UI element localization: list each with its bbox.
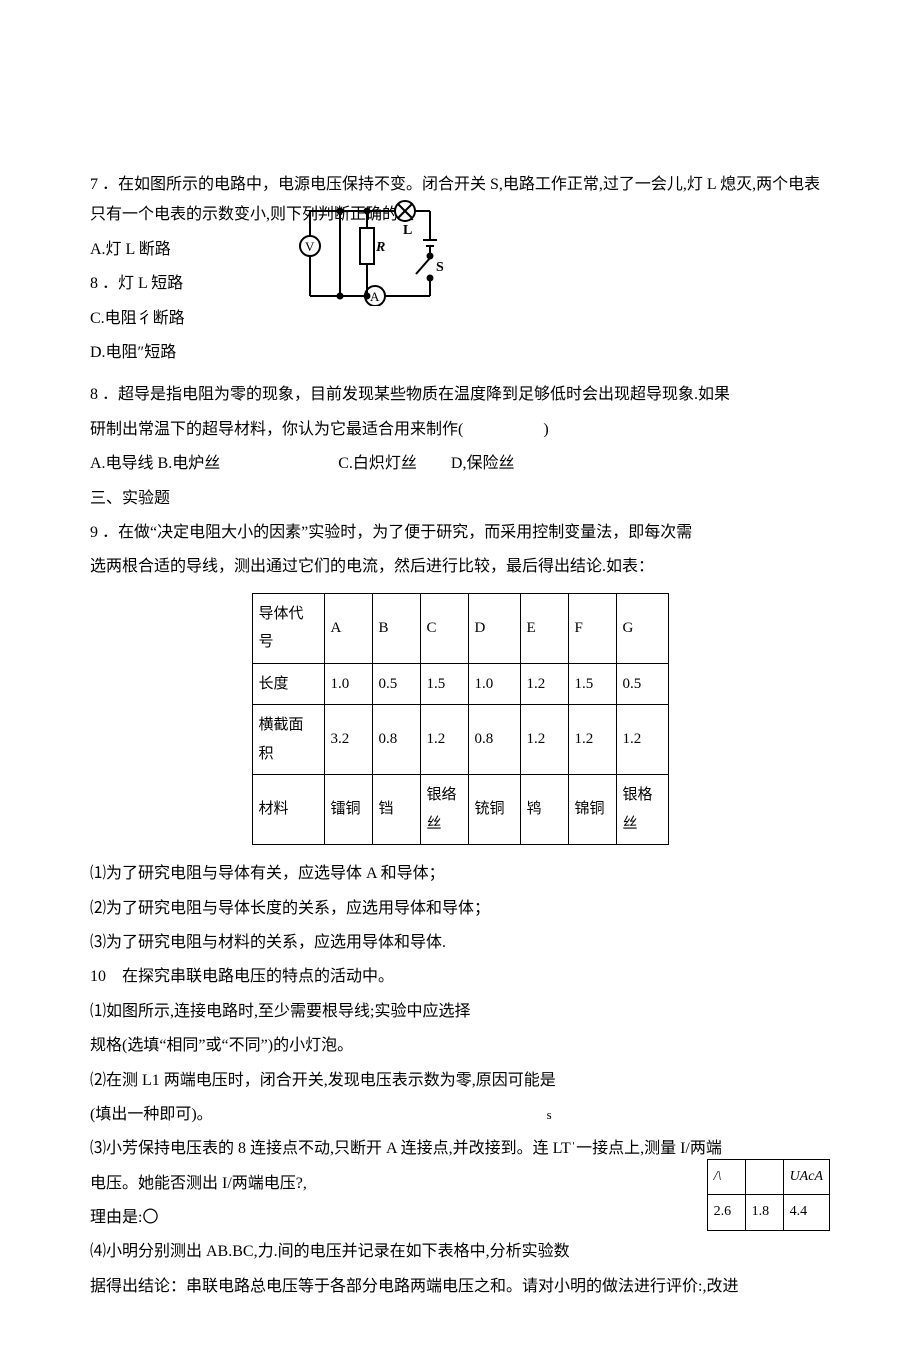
cell: /\ [707, 1159, 745, 1195]
table-row: 横截面积 3.2 0.8 1.2 0.8 1.2 1.2 1.2 [252, 705, 668, 775]
q7-opt-a: A.灯 L 断路 [90, 235, 830, 265]
table-row: 材料 镭铜 铛 银络丝 铳铜 鸨 锦铜 银格丝 [252, 775, 668, 845]
cell: 1.5 [420, 663, 468, 705]
q10-sub2a: ⑵在测 L1 两端电压时，闭合开关,发现电压表示数为零,原因可能是 [90, 1066, 830, 1096]
q8-opt-d: D,保险丝 [451, 449, 515, 479]
section-3-title: 三、实验题 [90, 484, 830, 514]
cell: 锦铜 [568, 775, 616, 845]
label-A: A [370, 289, 380, 304]
q10-conclusion: 据得出结论：串联电路总电压等于各部分电路两端电压之和。请对小明的做法进行评价:,… [90, 1272, 830, 1302]
label-V: V [305, 239, 315, 254]
cell: C [420, 593, 468, 663]
q10-stem: 10 在探究串联电路电压的特点的活动中。 [90, 962, 830, 992]
cell: 1.2 [616, 705, 668, 775]
cell: UAcA [783, 1159, 829, 1195]
label-L: L [403, 223, 412, 238]
q9-stem2: 选两根合适的导线，测出通过它们的电流，然后进行比较，最后得出结论.如表： [90, 552, 830, 582]
q7-stem: 7 ．在如图所示的电路中，电源电压保持不变。闭合开关 S,电路工作正常,过了一会… [90, 170, 830, 231]
table-row: /\ UAcA [707, 1159, 829, 1195]
cell: 0.5 [372, 663, 420, 705]
q10-sub4a: ⑷小明分别测出 AB.BC,力.间的电压并记录在如下表格中,分析实验数 [90, 1237, 830, 1267]
q8-options: A.电导线 B.电炉丝 C.白炽灯丝 D,保险丝 [90, 449, 830, 479]
cell: 银格丝 [616, 775, 668, 845]
cell: 2.6 [707, 1195, 745, 1231]
cell: 银络丝 [420, 775, 468, 845]
q8-stem: 8 ．超导是指电阻为零的现象，目前发现某些物质在温度降到足够低时会出现超导现象.… [90, 380, 830, 410]
q10-sub1a: ⑴如图所示,连接电路时,至少需要根导线;实验中应选择 [90, 997, 830, 1027]
cell: 1.5 [568, 663, 616, 705]
q9-sub2: ⑵为了研究电阻与导体长度的关系，应选用导体和导体； [90, 894, 830, 924]
q8-stem2: 研制出常温下的超导材料，你认为它最适合用来制作( ) [90, 415, 830, 445]
cell: 1.2 [568, 705, 616, 775]
cell: A [324, 593, 372, 663]
cell: 0.8 [372, 705, 420, 775]
cell: 0.5 [616, 663, 668, 705]
q10-sub2b: (填出一种即可)。 s [90, 1100, 830, 1130]
table-row: 2.6 1.8 4.4 [707, 1195, 829, 1231]
q9-stem1: 9 ．在做“决定电阻大小的因素”实验时，为了便于研究，而采用控制变量法，即每次需 [90, 518, 830, 548]
cell: 1.2 [520, 705, 568, 775]
q7-opt-b: 8 ．灯 L 短路 [90, 269, 830, 299]
q8-opt-ab: A.电导线 B.电炉丝 [90, 449, 220, 479]
table-row: 导体代号 A B C D E F G [252, 593, 668, 663]
q9-sub1: ⑴为了研究电阻与导体有关，应选导体 A 和导体； [90, 859, 830, 889]
cell: 0.8 [468, 705, 520, 775]
cell: F [568, 593, 616, 663]
q7-opt-d: D.电阻″短路 [90, 338, 830, 368]
cell: 镭铜 [324, 775, 372, 845]
resistance-data-table: 导体代号 A B C D E F G 长度 1.0 0.5 1.5 1.0 1.… [252, 593, 669, 846]
cell: 3.2 [324, 705, 372, 775]
q7-opt-c: C.电阻彳断路 [90, 304, 830, 334]
cell: E [520, 593, 568, 663]
voltage-table: /\ UAcA 2.6 1.8 4.4 [707, 1159, 830, 1231]
cell: 导体代号 [252, 593, 324, 663]
label-R: R [375, 240, 385, 255]
cell: 铛 [372, 775, 420, 845]
cell: 鸨 [520, 775, 568, 845]
cell: 长度 [252, 663, 324, 705]
cell: 铳铜 [468, 775, 520, 845]
circuit-diagram: L S A V R [290, 196, 450, 306]
q10-sub2b-text: (填出一种即可)。 [90, 1106, 213, 1123]
cell: 横截面积 [252, 705, 324, 775]
q9-sub3: ⑶为了研究电阻与材料的关系，应选用导体和导体. [90, 928, 830, 958]
cell: D [468, 593, 520, 663]
stray-s: s [547, 1107, 552, 1122]
cell: 材料 [252, 775, 324, 845]
cell: 1.0 [324, 663, 372, 705]
cell: 1.0 [468, 663, 520, 705]
q7-options: A.灯 L 断路 8 ．灯 L 短路 C.电阻彳断路 D.电阻″短路 [90, 235, 830, 369]
q10-sub1b: 规格(选填“相同”或“不同”)的小灯泡。 [90, 1031, 830, 1061]
cell: 4.4 [783, 1195, 829, 1231]
cell [745, 1159, 783, 1195]
cell: 1.2 [420, 705, 468, 775]
label-S: S [436, 260, 444, 275]
cell: G [616, 593, 668, 663]
cell: 1.2 [520, 663, 568, 705]
q8-opt-c: C.白炽灯丝 [338, 449, 417, 479]
cell: B [372, 593, 420, 663]
cell: 1.8 [745, 1195, 783, 1231]
table-row: 长度 1.0 0.5 1.5 1.0 1.2 1.5 0.5 [252, 663, 668, 705]
